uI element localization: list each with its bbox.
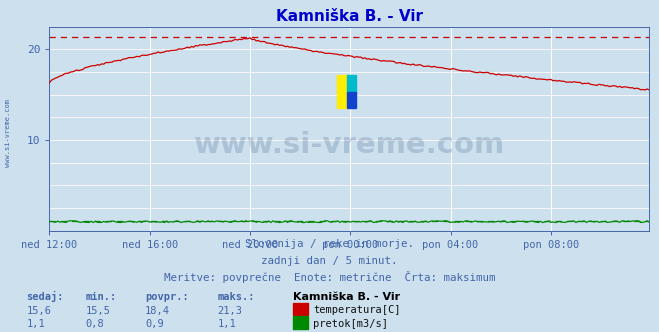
Bar <box>337 75 347 108</box>
Text: www.si-vreme.com: www.si-vreme.com <box>5 99 11 167</box>
Text: 1,1: 1,1 <box>26 319 45 329</box>
Bar <box>347 75 356 92</box>
Text: 21,3: 21,3 <box>217 306 243 316</box>
Title: Kamniška B. - Vir: Kamniška B. - Vir <box>275 9 423 24</box>
Text: 0,9: 0,9 <box>145 319 163 329</box>
Text: povpr.:: povpr.: <box>145 292 188 302</box>
Bar <box>347 92 356 108</box>
Text: Slovenija / reke in morje.: Slovenija / reke in morje. <box>245 239 414 249</box>
Text: 15,5: 15,5 <box>86 306 111 316</box>
Text: temperatura[C]: temperatura[C] <box>313 305 401 315</box>
Text: Meritve: povprečne  Enote: metrične  Črta: maksimum: Meritve: povprečne Enote: metrične Črta:… <box>163 271 496 283</box>
Text: pretok[m3/s]: pretok[m3/s] <box>313 319 388 329</box>
Text: Kamniška B. - Vir: Kamniška B. - Vir <box>293 292 401 302</box>
Text: 18,4: 18,4 <box>145 306 170 316</box>
Text: 1,1: 1,1 <box>217 319 236 329</box>
Text: 0,8: 0,8 <box>86 319 104 329</box>
Text: zadnji dan / 5 minut.: zadnji dan / 5 minut. <box>261 256 398 266</box>
Text: maks.:: maks.: <box>217 292 255 302</box>
Text: 15,6: 15,6 <box>26 306 51 316</box>
Text: sedaj:: sedaj: <box>26 291 64 302</box>
Text: www.si-vreme.com: www.si-vreme.com <box>194 131 505 159</box>
Text: min.:: min.: <box>86 292 117 302</box>
